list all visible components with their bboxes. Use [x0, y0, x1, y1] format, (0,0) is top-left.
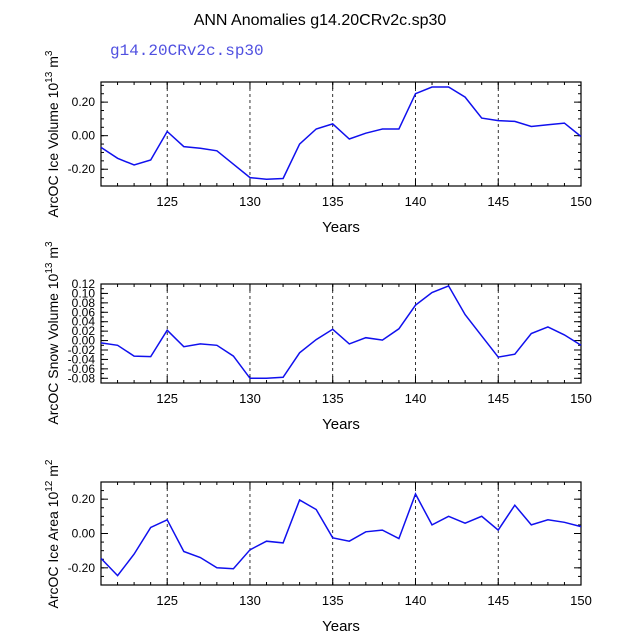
y-tick-label: -0.08 — [68, 371, 96, 385]
x-tick-label: 135 — [322, 391, 344, 406]
x-tick-label: 125 — [156, 391, 178, 406]
panel-1: 125 130 135 140 145 150 0.20 0.00 -0.20 Years ArcO… — [44, 50, 592, 236]
y-tick-label: 0.20 — [72, 95, 96, 109]
x-tick-label: 125 — [156, 194, 178, 209]
x-tick-label: 130 — [239, 194, 261, 209]
x-tick-label: 150 — [570, 391, 592, 406]
y-tick-label: 0.08 — [72, 296, 96, 310]
x-tick-label: 130 — [239, 391, 261, 406]
y-axis-label-exponent: 13 — [44, 71, 55, 83]
x-tick-label: 140 — [405, 194, 427, 209]
x-tick-label: 125 — [156, 593, 178, 608]
plot-frame — [100, 81, 582, 187]
y-tick-label: 0.20 — [72, 492, 96, 506]
y-axis-label-unit: m — [45, 56, 61, 72]
x-tick-label: 140 — [405, 391, 427, 406]
y-axis-label-text: ArcOC Ice Volume 10 — [45, 83, 61, 218]
y-tick-label: 0.00 — [72, 129, 96, 143]
x-tick-label: 145 — [487, 593, 509, 608]
x-tick-label: 140 — [405, 593, 427, 608]
y-tick-label: 0.04 — [72, 315, 96, 329]
y-tick-label: -0.20 — [68, 561, 96, 575]
y-tick-label: 0.06 — [72, 305, 96, 319]
y-axis-label: ArcOC Snow Volume 1013 m3 — [44, 241, 61, 425]
series-line — [100, 86, 582, 181]
x-axis-label: Years — [322, 618, 360, 635]
x-tick-label: 145 — [487, 391, 509, 406]
x-tick-label: 145 — [487, 194, 509, 209]
x-axis-label: Years — [322, 219, 360, 236]
y-tick-label: 0.10 — [72, 286, 96, 300]
y-tick-label: 0.02 — [72, 324, 96, 338]
y-axis-label-unit: m — [45, 247, 61, 263]
series-line — [100, 492, 582, 577]
x-tick-label: 135 — [322, 194, 344, 209]
panel-2: 125 130 135 140 145 1500.120.100.080.060.040.… — [44, 241, 592, 433]
y-axis-label-unit: m — [45, 465, 61, 481]
x-tick-label: 135 — [322, 593, 344, 608]
y-tick-label: -0.04 — [68, 352, 96, 366]
y-axis-label: ArcOC Ice Area 1012 m2 — [44, 459, 61, 608]
legend-label: g14.20CRv2c.sp30 — [110, 42, 264, 60]
y-tick-label: 0.00 — [72, 334, 96, 348]
plot-frame — [100, 481, 582, 586]
y-tick-label: -0.06 — [68, 362, 96, 376]
chart-panels: 125 130 135 140 145 150 0.20 0.00 -0.20 Years ArcO… — [44, 50, 592, 635]
x-tick-label: 150 — [570, 593, 592, 608]
x-tick-label: 130 — [239, 593, 261, 608]
y-tick-label: -0.02 — [68, 343, 96, 357]
x-tick-label: 150 — [570, 194, 592, 209]
y-axis-label-unit-exponent: 3 — [44, 241, 55, 247]
y-axis-label-unit-exponent: 3 — [44, 50, 55, 56]
plot-frame — [100, 283, 582, 384]
y-axis-label-unit-exponent: 2 — [44, 459, 55, 465]
chart-title: ANN Anomalies g14.20CRv2c.sp30 — [194, 12, 447, 29]
y-tick-label: 0.12 — [72, 277, 96, 291]
y-axis-label-text: ArcOC Ice Area 10 — [45, 492, 61, 609]
y-tick-label: 0.00 — [72, 527, 96, 541]
y-axis-label-exponent: 12 — [44, 480, 55, 492]
y-axis-label-exponent: 13 — [44, 262, 55, 274]
series-line — [100, 284, 582, 380]
y-tick-label: -0.20 — [68, 162, 96, 176]
y-axis-label-text: ArcOC Snow Volume 10 — [45, 273, 61, 424]
panel-3: 125 130 135 140 145 150 0.20 0.00 -0.20 Years ArcO… — [44, 459, 592, 635]
x-axis-label: Years — [322, 416, 360, 433]
y-axis-label: ArcOC Ice Volume 1013 m3 — [44, 50, 61, 217]
